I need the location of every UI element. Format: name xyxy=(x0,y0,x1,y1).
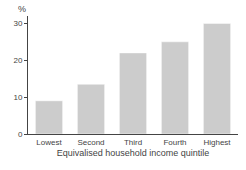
svg-text:Highest: Highest xyxy=(203,138,231,147)
svg-text:0: 0 xyxy=(18,130,23,139)
svg-text:%: % xyxy=(18,4,26,14)
svg-text:Second: Second xyxy=(77,138,104,147)
svg-text:Third: Third xyxy=(124,138,142,147)
svg-text:30: 30 xyxy=(13,19,22,28)
svg-text:Equivalised household income q: Equivalised household income quintile xyxy=(57,148,210,158)
svg-text:10: 10 xyxy=(13,93,22,102)
svg-text:Fourth: Fourth xyxy=(163,138,186,147)
svg-text:20: 20 xyxy=(13,56,22,65)
svg-text:Lowest: Lowest xyxy=(36,138,62,147)
